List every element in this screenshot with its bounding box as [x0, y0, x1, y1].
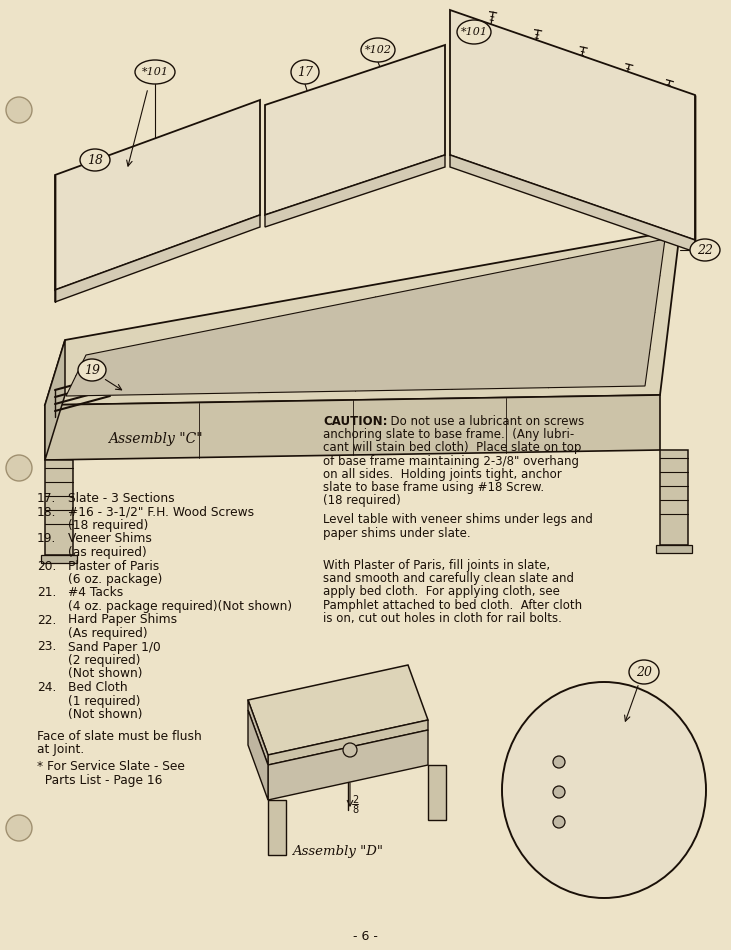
Text: sand smooth and carefully clean slate and: sand smooth and carefully clean slate an… — [323, 572, 574, 585]
Text: (2 required): (2 required) — [68, 654, 140, 667]
Polygon shape — [450, 155, 695, 252]
Text: (4 oz. package required)(Not shown): (4 oz. package required)(Not shown) — [68, 600, 292, 613]
Polygon shape — [45, 460, 73, 555]
Text: With Plaster of Paris, fill joints in slate,: With Plaster of Paris, fill joints in sl… — [323, 559, 550, 572]
Polygon shape — [268, 720, 428, 765]
Polygon shape — [45, 230, 680, 405]
Text: Do not use a lubricant on screws: Do not use a lubricant on screws — [383, 415, 584, 428]
Circle shape — [553, 756, 565, 768]
Text: Hard Paper Shims: Hard Paper Shims — [68, 614, 177, 626]
Ellipse shape — [80, 149, 110, 171]
Text: Veneer Shims: Veneer Shims — [68, 533, 152, 545]
Text: 20: 20 — [636, 666, 652, 678]
Ellipse shape — [291, 60, 319, 84]
Text: *101: *101 — [461, 27, 488, 37]
Text: 22: 22 — [697, 243, 713, 256]
Circle shape — [553, 786, 565, 798]
Text: (Not shown): (Not shown) — [68, 708, 143, 721]
Polygon shape — [428, 765, 446, 820]
Circle shape — [553, 816, 565, 828]
Text: on all sides.  Holding joints tight, anchor: on all sides. Holding joints tight, anch… — [323, 467, 561, 481]
Ellipse shape — [457, 20, 491, 44]
Polygon shape — [45, 395, 660, 460]
Polygon shape — [248, 700, 268, 765]
Text: (6 oz. package): (6 oz. package) — [68, 573, 162, 586]
Text: *102: *102 — [365, 45, 392, 55]
Text: 18: 18 — [87, 154, 103, 166]
Ellipse shape — [135, 60, 175, 84]
Text: Bed Cloth: Bed Cloth — [68, 681, 128, 694]
Text: Pamphlet attached to bed cloth.  After cloth: Pamphlet attached to bed cloth. After cl… — [323, 598, 582, 612]
Text: of base frame maintaining 2-3/8" overhang: of base frame maintaining 2-3/8" overhan… — [323, 455, 579, 467]
Text: Assembly "C": Assembly "C" — [107, 432, 202, 446]
Text: Face of slate must be flush: Face of slate must be flush — [37, 730, 202, 743]
Text: 8: 8 — [352, 805, 358, 815]
Text: (As required): (As required) — [68, 627, 148, 640]
Ellipse shape — [361, 38, 395, 62]
Polygon shape — [45, 340, 65, 460]
Polygon shape — [265, 45, 445, 215]
Polygon shape — [55, 100, 260, 290]
Polygon shape — [660, 450, 688, 545]
Polygon shape — [450, 10, 695, 240]
Text: (Not shown): (Not shown) — [68, 668, 143, 680]
Text: 21.: 21. — [37, 586, 56, 599]
Text: 17: 17 — [297, 66, 313, 79]
Text: (18 required): (18 required) — [323, 494, 401, 507]
Polygon shape — [41, 555, 77, 563]
Text: Assembly "D": Assembly "D" — [292, 845, 384, 858]
Polygon shape — [268, 730, 428, 800]
Text: CAUTION:: CAUTION: — [323, 415, 387, 428]
Text: Sand Paper 1/0: Sand Paper 1/0 — [68, 640, 161, 654]
Text: 23.: 23. — [37, 640, 56, 654]
Text: Plaster of Paris: Plaster of Paris — [68, 560, 159, 573]
Text: (18 required): (18 required) — [68, 519, 148, 532]
Circle shape — [343, 743, 357, 757]
Text: Parts List - Page 16: Parts List - Page 16 — [37, 774, 162, 787]
Text: (1 required): (1 required) — [68, 694, 140, 708]
Text: apply bed cloth.  For applying cloth, see: apply bed cloth. For applying cloth, see — [323, 585, 560, 598]
Text: cant will stain bed cloth)  Place slate on top: cant will stain bed cloth) Place slate o… — [323, 442, 581, 454]
Text: *101: *101 — [142, 67, 169, 77]
Text: anchoring slate to base frame.  (Any lubri-: anchoring slate to base frame. (Any lubr… — [323, 428, 575, 441]
Text: is on, cut out holes in cloth for rail bolts.: is on, cut out holes in cloth for rail b… — [323, 612, 562, 625]
Polygon shape — [66, 239, 665, 396]
Ellipse shape — [78, 359, 106, 381]
Text: 22.: 22. — [37, 614, 56, 626]
Text: 20.: 20. — [37, 560, 56, 573]
Ellipse shape — [690, 239, 720, 261]
Polygon shape — [265, 155, 445, 227]
Text: 2: 2 — [352, 795, 358, 805]
Ellipse shape — [629, 660, 659, 684]
Text: slate to base frame using #18 Screw.: slate to base frame using #18 Screw. — [323, 481, 544, 494]
Circle shape — [6, 815, 32, 841]
Text: - 6 -: - 6 - — [352, 930, 377, 943]
Text: 24.: 24. — [37, 681, 56, 694]
Text: (as required): (as required) — [68, 546, 147, 559]
Circle shape — [6, 97, 32, 123]
Text: 19: 19 — [84, 364, 100, 376]
Polygon shape — [248, 710, 268, 800]
Text: #4 Tacks: #4 Tacks — [68, 586, 124, 599]
Polygon shape — [268, 800, 286, 855]
Circle shape — [6, 455, 32, 481]
Text: paper shims under slate.: paper shims under slate. — [323, 526, 471, 540]
Text: at Joint.: at Joint. — [37, 743, 84, 756]
Ellipse shape — [502, 682, 706, 898]
Polygon shape — [248, 665, 428, 755]
Text: 19.: 19. — [37, 533, 56, 545]
Polygon shape — [55, 215, 260, 302]
Text: Slate - 3 Sections: Slate - 3 Sections — [68, 492, 175, 505]
Text: 17.: 17. — [37, 492, 56, 505]
Polygon shape — [656, 545, 692, 553]
Text: #16 - 3-1/2" F.H. Wood Screws: #16 - 3-1/2" F.H. Wood Screws — [68, 505, 254, 519]
Text: Level table with veneer shims under legs and: Level table with veneer shims under legs… — [323, 513, 593, 526]
Text: * For Service Slate - See: * For Service Slate - See — [37, 761, 185, 773]
Text: 18.: 18. — [37, 505, 56, 519]
